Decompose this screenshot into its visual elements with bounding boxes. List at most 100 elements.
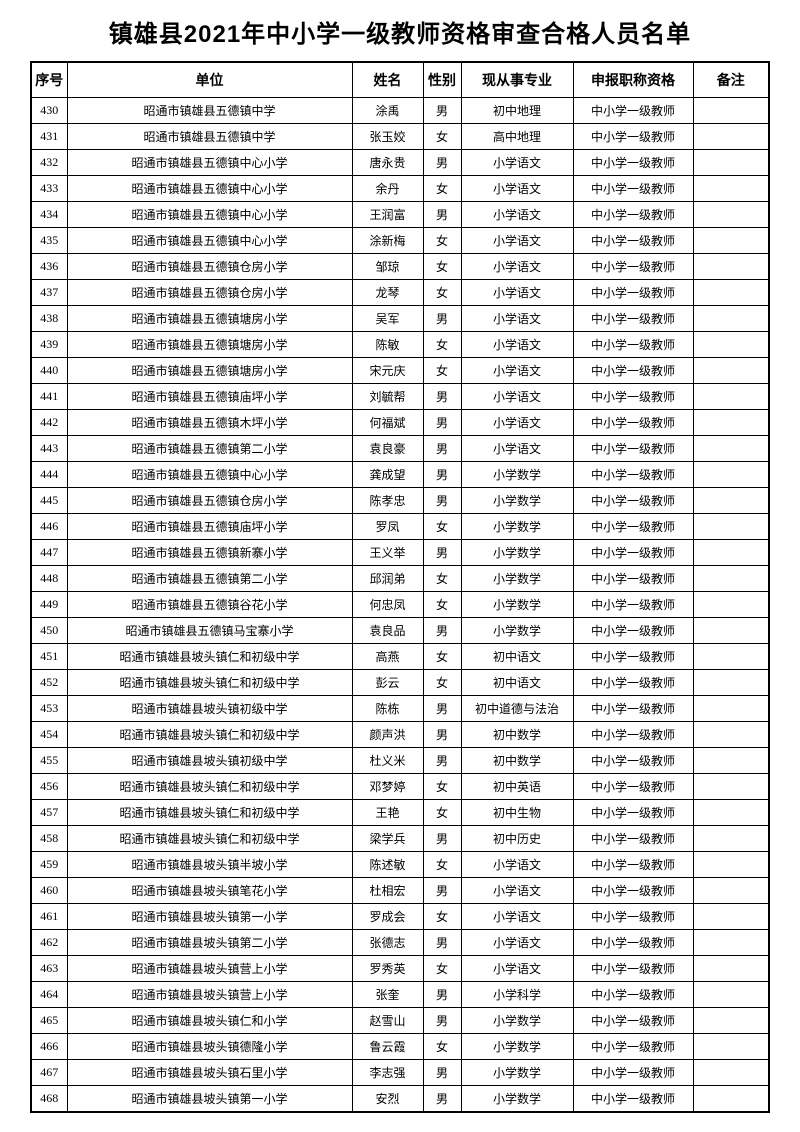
cell-name: 安烈 <box>351 1085 424 1113</box>
cell-subject: 小学数学 <box>460 461 574 488</box>
cell-seq: 452 <box>30 669 68 696</box>
cell-unit: 昭通市镇雄县五德镇谷花小学 <box>66 591 353 618</box>
cell-unit: 昭通市镇雄县坡头镇石里小学 <box>66 1059 353 1086</box>
cell-unit: 昭通市镇雄县五德镇新寨小学 <box>66 539 353 566</box>
cell-subject: 初中语文 <box>460 669 574 696</box>
cell-remark <box>692 1059 770 1086</box>
cell-remark <box>692 279 770 306</box>
cell-subject: 初中历史 <box>460 825 574 852</box>
cell-gender: 女 <box>422 799 462 826</box>
cell-title: 中小学一级教师 <box>572 539 694 566</box>
cell-name: 彭云 <box>351 669 424 696</box>
cell-unit: 昭通市镇雄县五德镇中心小学 <box>66 461 353 488</box>
cell-remark <box>692 981 770 1008</box>
cell-gender: 女 <box>422 513 462 540</box>
cell-subject: 初中地理 <box>460 97 574 124</box>
cell-unit: 昭通市镇雄县五德镇仓房小学 <box>66 279 353 306</box>
cell-seq: 462 <box>30 929 68 956</box>
table-body: 430 昭通市镇雄县五德镇中学 涂禹男初中地理 中小学一级教师 431 昭通市镇雄县五德镇… <box>30 97 770 1113</box>
cell-unit: 昭通市镇雄县坡头镇营上小学 <box>66 981 353 1008</box>
cell-remark <box>692 903 770 930</box>
cell-title: 中小学一级教师 <box>572 253 694 280</box>
cell-title: 中小学一级教师 <box>572 279 694 306</box>
cell-unit: 昭通市镇雄县五德镇中学 <box>66 97 353 124</box>
cell-unit: 昭通市镇雄县坡头镇第一小学 <box>66 903 353 930</box>
cell-remark <box>692 851 770 878</box>
cell-subject: 小学数学 <box>460 1085 574 1113</box>
cell-remark <box>692 747 770 774</box>
cell-name: 涂禹 <box>351 97 424 124</box>
cell-subject: 高中地理 <box>460 123 574 150</box>
cell-unit: 昭通市镇雄县五德镇第二小学 <box>66 565 353 592</box>
cell-name: 袁良豪 <box>351 435 424 462</box>
table-row: 433 昭通市镇雄县五德镇中心小学 余丹女小学语文 中小学一级教师 <box>30 175 770 202</box>
cell-name: 罗成会 <box>351 903 424 930</box>
cell-remark <box>692 929 770 956</box>
cell-name: 刘毓帮 <box>351 383 424 410</box>
cell-name: 张玉姣 <box>351 123 424 150</box>
cell-title: 中小学一级教师 <box>572 981 694 1008</box>
cell-title: 中小学一级教师 <box>572 1033 694 1060</box>
table-row: 432 昭通市镇雄县五德镇中心小学 唐永贵男小学语文 中小学一级教师 <box>30 149 770 176</box>
cell-seq: 446 <box>30 513 68 540</box>
cell-name: 王艳 <box>351 799 424 826</box>
cell-subject: 初中数学 <box>460 747 574 774</box>
cell-name: 涂新梅 <box>351 227 424 254</box>
header-title: 申报职称资格 <box>572 61 694 98</box>
table-row: 456 昭通市镇雄县坡头镇仁和初级中学 邓梦婷女初中英语 中小学一级教师 <box>30 773 770 800</box>
cell-seq: 437 <box>30 279 68 306</box>
cell-gender: 男 <box>422 435 462 462</box>
cell-subject: 小学数学 <box>460 565 574 592</box>
cell-seq: 430 <box>30 97 68 124</box>
table-row: 461 昭通市镇雄县坡头镇第一小学 罗成会女小学语文 中小学一级教师 <box>30 903 770 930</box>
cell-gender: 男 <box>422 383 462 410</box>
cell-name: 唐永贵 <box>351 149 424 176</box>
table-row: 440 昭通市镇雄县五德镇塘房小学 宋元庆女小学语文 中小学一级教师 <box>30 357 770 384</box>
table-row: 467 昭通市镇雄县坡头镇石里小学 李志强男小学数学 中小学一级教师 <box>30 1059 770 1086</box>
cell-gender: 男 <box>422 981 462 1008</box>
cell-name: 陈栋 <box>351 695 424 722</box>
cell-title: 中小学一级教师 <box>572 461 694 488</box>
cell-remark <box>692 1085 770 1113</box>
cell-seq: 454 <box>30 721 68 748</box>
cell-gender: 男 <box>422 1085 462 1113</box>
cell-gender: 男 <box>422 201 462 228</box>
cell-name: 邱润弟 <box>351 565 424 592</box>
cell-title: 中小学一级教师 <box>572 721 694 748</box>
cell-subject: 小学数学 <box>460 487 574 514</box>
cell-subject: 小学语文 <box>460 331 574 358</box>
cell-remark <box>692 617 770 644</box>
cell-title: 中小学一级教师 <box>572 773 694 800</box>
cell-subject: 小学数学 <box>460 1033 574 1060</box>
cell-seq: 453 <box>30 695 68 722</box>
header-subject: 现从事专业 <box>460 61 574 98</box>
cell-title: 中小学一级教师 <box>572 123 694 150</box>
cell-unit: 昭通市镇雄县坡头镇仁和小学 <box>66 1007 353 1034</box>
cell-remark <box>692 331 770 358</box>
cell-gender: 女 <box>422 903 462 930</box>
table-row: 453 昭通市镇雄县坡头镇初级中学 陈栋男初中道德与法治 中小学一级教师 <box>30 695 770 722</box>
cell-name: 龚成望 <box>351 461 424 488</box>
cell-remark <box>692 253 770 280</box>
cell-subject: 小学数学 <box>460 617 574 644</box>
cell-unit: 昭通市镇雄县五德镇塘房小学 <box>66 305 353 332</box>
cell-seq: 449 <box>30 591 68 618</box>
cell-subject: 小学语文 <box>460 279 574 306</box>
cell-seq: 468 <box>30 1085 68 1113</box>
roster-table: 序号 单位 姓名 性别 现从事专业 申报职称资格 备注 430 昭通市镇雄县五德镇… <box>30 61 770 1113</box>
cell-remark <box>692 773 770 800</box>
cell-gender: 女 <box>422 331 462 358</box>
cell-remark <box>692 149 770 176</box>
cell-remark <box>692 487 770 514</box>
cell-name: 何福斌 <box>351 409 424 436</box>
cell-unit: 昭通市镇雄县坡头镇半坡小学 <box>66 851 353 878</box>
cell-subject: 小学语文 <box>460 383 574 410</box>
cell-subject: 小学数学 <box>460 1007 574 1034</box>
cell-remark <box>692 565 770 592</box>
cell-name: 鲁云霞 <box>351 1033 424 1060</box>
cell-title: 中小学一级教师 <box>572 435 694 462</box>
cell-title: 中小学一级教师 <box>572 513 694 540</box>
cell-title: 中小学一级教师 <box>572 565 694 592</box>
cell-seq: 439 <box>30 331 68 358</box>
cell-name: 袁良品 <box>351 617 424 644</box>
